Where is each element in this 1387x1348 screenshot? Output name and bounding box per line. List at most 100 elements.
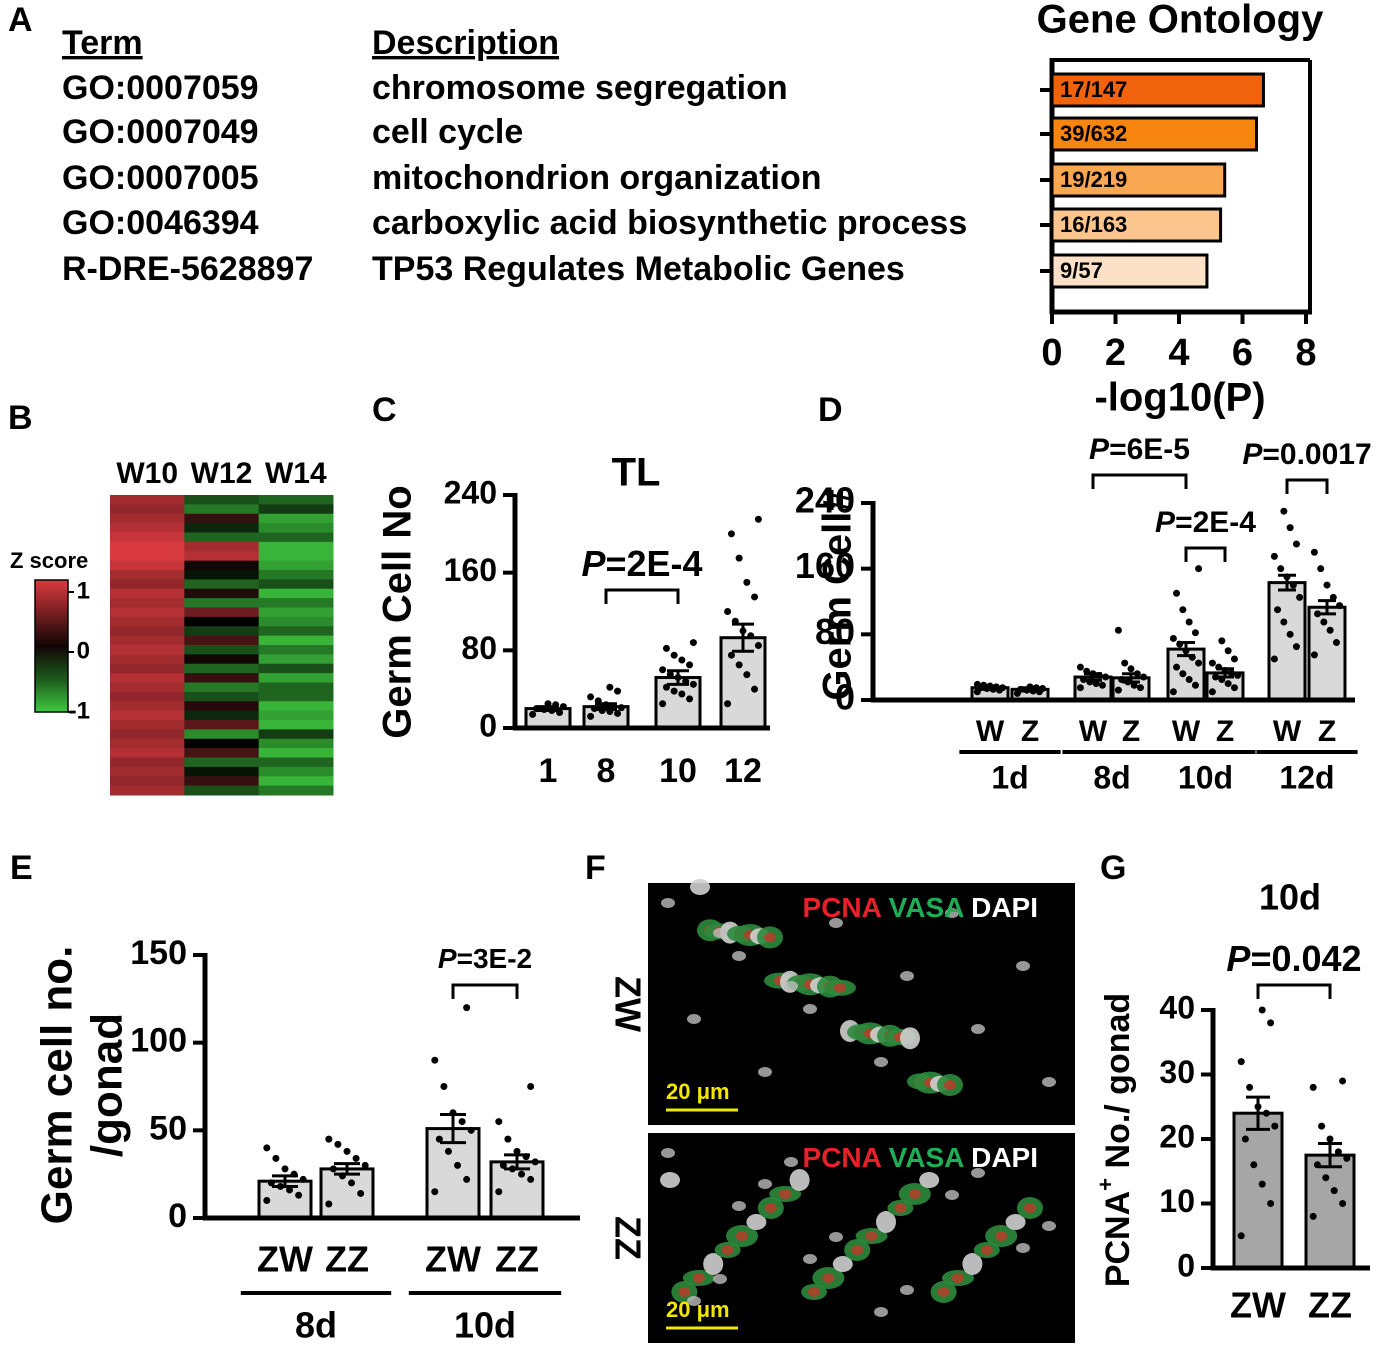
stain-label: PCNA (803, 892, 882, 923)
group-label: 10d (1178, 759, 1233, 795)
heatmap-cell (184, 748, 260, 758)
y-axis-label: Germ Cell# (816, 489, 860, 700)
heatmap-cell (258, 626, 334, 637)
data-point (1262, 1109, 1270, 1117)
y-axis-label: /gonad (83, 1013, 132, 1157)
column-header: Term (62, 24, 143, 62)
nucleus (660, 1172, 680, 1188)
bar (319, 1167, 375, 1220)
data-point (1270, 655, 1278, 663)
heatmap-cell (258, 523, 334, 533)
data-point (1039, 685, 1047, 693)
data-point (343, 1147, 351, 1155)
heatmap-cell (258, 588, 334, 599)
cells (660, 1148, 1056, 1317)
y-tick-label: 100 (130, 1022, 187, 1060)
scale-bar-label: 20 μm (666, 1297, 730, 1322)
data-point (431, 1188, 439, 1196)
column-label: W10 (116, 457, 178, 490)
data-point (1237, 1058, 1245, 1066)
data-point (614, 687, 622, 695)
dapi-cell (661, 1148, 675, 1158)
dapi-cell (1042, 1077, 1056, 1087)
heatmap-cell (110, 579, 185, 590)
dapi-cell (732, 951, 746, 961)
nucleus (789, 1169, 810, 1191)
heatmap-cell (110, 504, 185, 515)
data-point (606, 683, 614, 691)
heatmap-cell (258, 504, 334, 515)
data-point (495, 1188, 503, 1196)
heatmap-cell (258, 616, 334, 627)
bar (1232, 1111, 1284, 1270)
pcna-nucleus (779, 1189, 792, 1199)
y-tick-label: 10 (1159, 1183, 1195, 1219)
colorbar-tick-label: -1 (69, 697, 90, 724)
data-point (659, 700, 667, 708)
data-point (1280, 618, 1288, 626)
data-point (529, 710, 537, 718)
data-point (735, 554, 743, 562)
data-point (1286, 524, 1294, 532)
data-point (662, 644, 670, 652)
y-tick-label: 40 (1159, 989, 1195, 1025)
nucleus (919, 1172, 940, 1188)
data-point (458, 1118, 466, 1126)
stain-label: DAPI (971, 892, 1038, 923)
data-point (1173, 589, 1181, 597)
data-point (1130, 681, 1138, 689)
data-point (1208, 688, 1216, 696)
heatmap-cell (258, 720, 334, 730)
data-point (1092, 680, 1100, 688)
data-point (1230, 655, 1238, 663)
pcna-nucleus (764, 1203, 777, 1213)
dapi-cell (900, 1285, 914, 1295)
x-tick-label: 10 (659, 752, 697, 790)
significance-label: P=0.0017 (1242, 438, 1371, 471)
data-point (1102, 673, 1110, 681)
heatmap-cell (258, 673, 334, 683)
dapi-cell (713, 928, 727, 938)
dapi-cell (971, 1024, 985, 1034)
data-point (587, 693, 595, 701)
nucleus (900, 1027, 920, 1050)
data-point (1322, 1174, 1330, 1182)
heatmap-cell (258, 541, 334, 552)
table-cell: R-DRE-5628897 (62, 250, 313, 288)
heatmap-cell (184, 738, 260, 749)
dapi-cell (874, 1057, 888, 1067)
dapi-cell (687, 1296, 701, 1306)
bar-annotation: 16/163 (1060, 212, 1127, 237)
stain-labels: PCNA VASA DAPI (803, 1142, 1038, 1173)
nucleus (703, 1253, 724, 1275)
table-cell: GO:0007049 (62, 113, 259, 151)
heatmap-cell (258, 560, 334, 571)
data-point (1114, 686, 1122, 694)
heatmap-cell (258, 691, 334, 702)
heatmap-cell (258, 710, 334, 721)
dapi-cell (732, 1201, 746, 1211)
significance-bracket (1184, 546, 1227, 562)
data-point (973, 680, 981, 688)
nucleus (1005, 1214, 1026, 1230)
pcna-nucleus (764, 932, 776, 943)
panel-label: G (1100, 849, 1126, 887)
data-point (1326, 626, 1334, 634)
heatmap-cell (184, 663, 260, 674)
p-symbol: P (1226, 938, 1251, 979)
table-cell: cell cycle (372, 113, 523, 151)
heatmap-cell (110, 588, 185, 599)
x-tick-label: ZZ (1308, 1285, 1352, 1326)
data-point (1296, 593, 1304, 601)
pcna-nucleus (952, 1273, 964, 1283)
pcna-nucleus (678, 1287, 691, 1297)
data-point (1270, 552, 1278, 560)
y-tick-label: 20 (1159, 1118, 1195, 1154)
data-point (531, 1158, 539, 1166)
y-tick-label: 240 (795, 480, 855, 521)
data-point (1173, 663, 1181, 671)
data-point (1179, 606, 1187, 614)
data-point (1098, 681, 1106, 689)
table-cell: carboxylic acid biosynthetic process (372, 204, 967, 242)
significance-label: P=3E-2 (438, 943, 532, 974)
